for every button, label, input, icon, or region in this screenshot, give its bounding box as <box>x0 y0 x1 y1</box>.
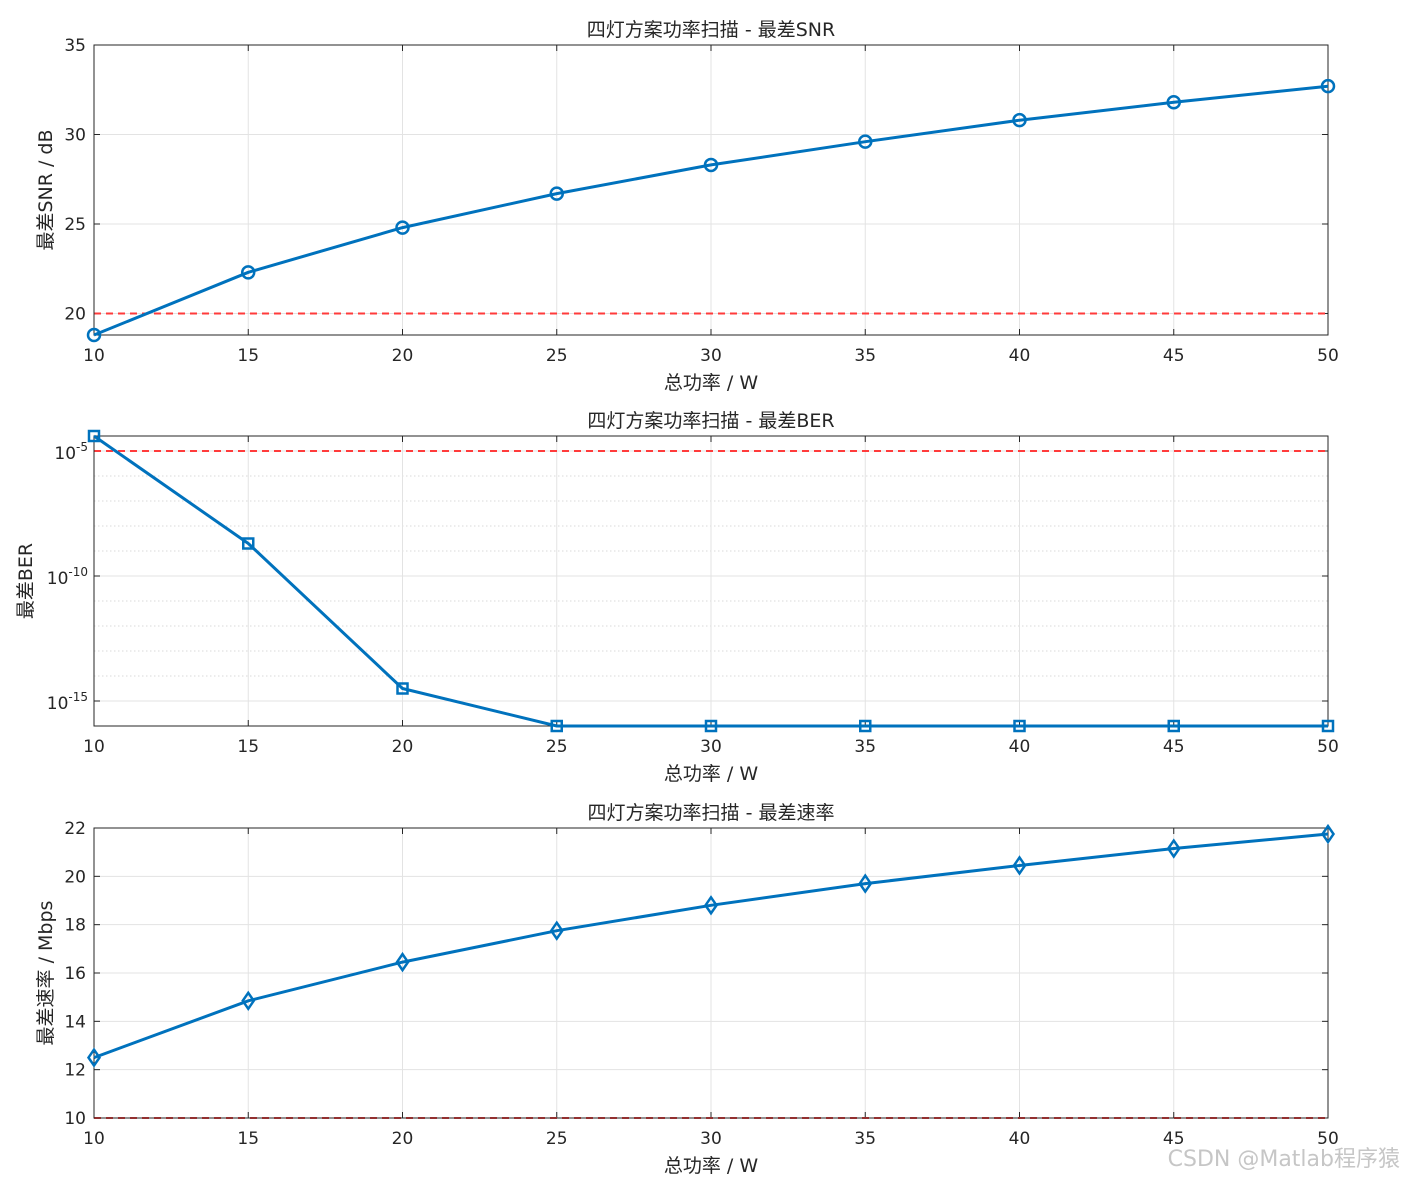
y-tick-label: 18 <box>64 916 86 936</box>
axes-box <box>93 827 1329 1119</box>
data-point <box>87 429 101 443</box>
x-tick-label: 25 <box>546 1129 568 1149</box>
data-point <box>549 186 564 201</box>
data-point <box>1320 78 1336 94</box>
x-tick-label: 20 <box>392 346 414 366</box>
series-line <box>93 84 1329 337</box>
x-tick-label: 10 <box>83 1129 105 1149</box>
y-tick-label: 10-15 <box>47 690 88 714</box>
y-axis-label: 最差SNR / dB <box>35 129 57 250</box>
x-tick-label: 50 <box>1317 1129 1339 1149</box>
x-axis-label: 总功率 / W <box>664 372 758 394</box>
y-tick-label: 16 <box>64 964 86 984</box>
x-tick-label: 50 <box>1317 737 1339 757</box>
data-point <box>858 134 873 149</box>
data-point <box>859 719 872 733</box>
y-axis-label: 最差BER <box>15 543 37 619</box>
x-tick-label: 20 <box>392 737 414 757</box>
y-tick-label: 20 <box>64 305 86 325</box>
data-point <box>549 920 564 941</box>
series-line <box>93 434 1328 728</box>
x-tick-label: 25 <box>546 346 568 366</box>
x-tick-label: 45 <box>1163 737 1185 757</box>
data-point <box>1012 855 1027 876</box>
x-tick-label: 35 <box>854 346 876 366</box>
data-point <box>86 327 102 343</box>
axes-box <box>93 44 1329 336</box>
x-tick-label: 45 <box>1163 346 1185 366</box>
y-tick-label: 10-5 <box>54 440 88 464</box>
x-tick-label: 20 <box>392 1129 414 1149</box>
y-tick-label: 12 <box>64 1061 86 1081</box>
data-point <box>1166 95 1181 110</box>
x-tick-label: 50 <box>1317 346 1339 366</box>
y-tick-label: 10 <box>64 1109 86 1129</box>
subplot-2: 10 15 20 25 30 35 40 45 50 10-5 10-10 10-15 四灯方案功率扫描… <box>15 410 1339 785</box>
subplot-title: 四灯方案功率扫描 - 最差速率 <box>588 802 835 824</box>
data-point <box>395 220 410 235</box>
y-tick-label: 20 <box>64 867 86 887</box>
watermark: CSDN @Matlab程序猿 <box>1167 1147 1400 1172</box>
x-tick-label: 25 <box>546 737 568 757</box>
data-point <box>395 951 410 973</box>
data-point <box>858 873 873 894</box>
x-axis-label: 总功率 / W <box>664 763 758 785</box>
subplot-3: 10 15 20 25 30 35 40 45 50 10 12 14 16 18 20 22 四灯方案功率扫描… <box>35 802 1339 1177</box>
data-point <box>1321 719 1335 733</box>
data-point <box>241 990 256 1011</box>
x-tick-label: 40 <box>1009 737 1031 757</box>
data-point <box>1012 112 1027 128</box>
data-point <box>242 537 255 550</box>
x-tick-label: 15 <box>237 1129 259 1149</box>
data-point <box>704 719 718 733</box>
x-tick-label: 40 <box>1009 346 1031 366</box>
data-point <box>703 157 719 173</box>
y-axis-label: 最差速率 / Mbps <box>35 901 57 1046</box>
data-point <box>703 895 719 916</box>
x-tick-label: 10 <box>83 737 105 757</box>
y-tick-label: 10-10 <box>47 565 88 589</box>
y-tick-label: 22 <box>64 819 86 839</box>
y-tick-label: 14 <box>64 1012 86 1032</box>
y-tick-label: 30 <box>64 126 86 146</box>
x-tick-label: 30 <box>700 1129 722 1149</box>
x-tick-label: 35 <box>854 1129 876 1149</box>
data-point <box>550 719 563 733</box>
y-tick-label: 35 <box>64 36 86 56</box>
x-tick-label: 45 <box>1163 1129 1185 1149</box>
data-point <box>241 265 256 280</box>
x-tick-label: 40 <box>1009 1129 1031 1149</box>
data-point <box>1320 823 1336 845</box>
x-tick-label: 35 <box>854 737 876 757</box>
x-axis-label: 总功率 / W <box>664 1155 758 1177</box>
y-tick-label: 25 <box>64 215 86 235</box>
data-point <box>396 682 409 695</box>
subplot-title: 四灯方案功率扫描 - 最差SNR <box>587 19 835 41</box>
series-line <box>93 832 1329 1060</box>
subplot-title: 四灯方案功率扫描 - 最差BER <box>587 410 834 432</box>
data-point <box>86 1047 102 1068</box>
subplot-1: 10 15 20 25 30 35 40 45 50 20 25 30 35 四灯方案功率扫描 - 最差S… <box>35 19 1339 394</box>
x-tick-label: 10 <box>83 346 105 366</box>
x-tick-label: 30 <box>700 737 722 757</box>
x-tick-label: 30 <box>700 346 722 366</box>
data-point <box>1167 719 1180 733</box>
data-point <box>1166 838 1181 859</box>
x-tick-label: 15 <box>237 346 259 366</box>
x-tick-label: 15 <box>237 737 259 757</box>
data-point <box>1013 719 1026 733</box>
